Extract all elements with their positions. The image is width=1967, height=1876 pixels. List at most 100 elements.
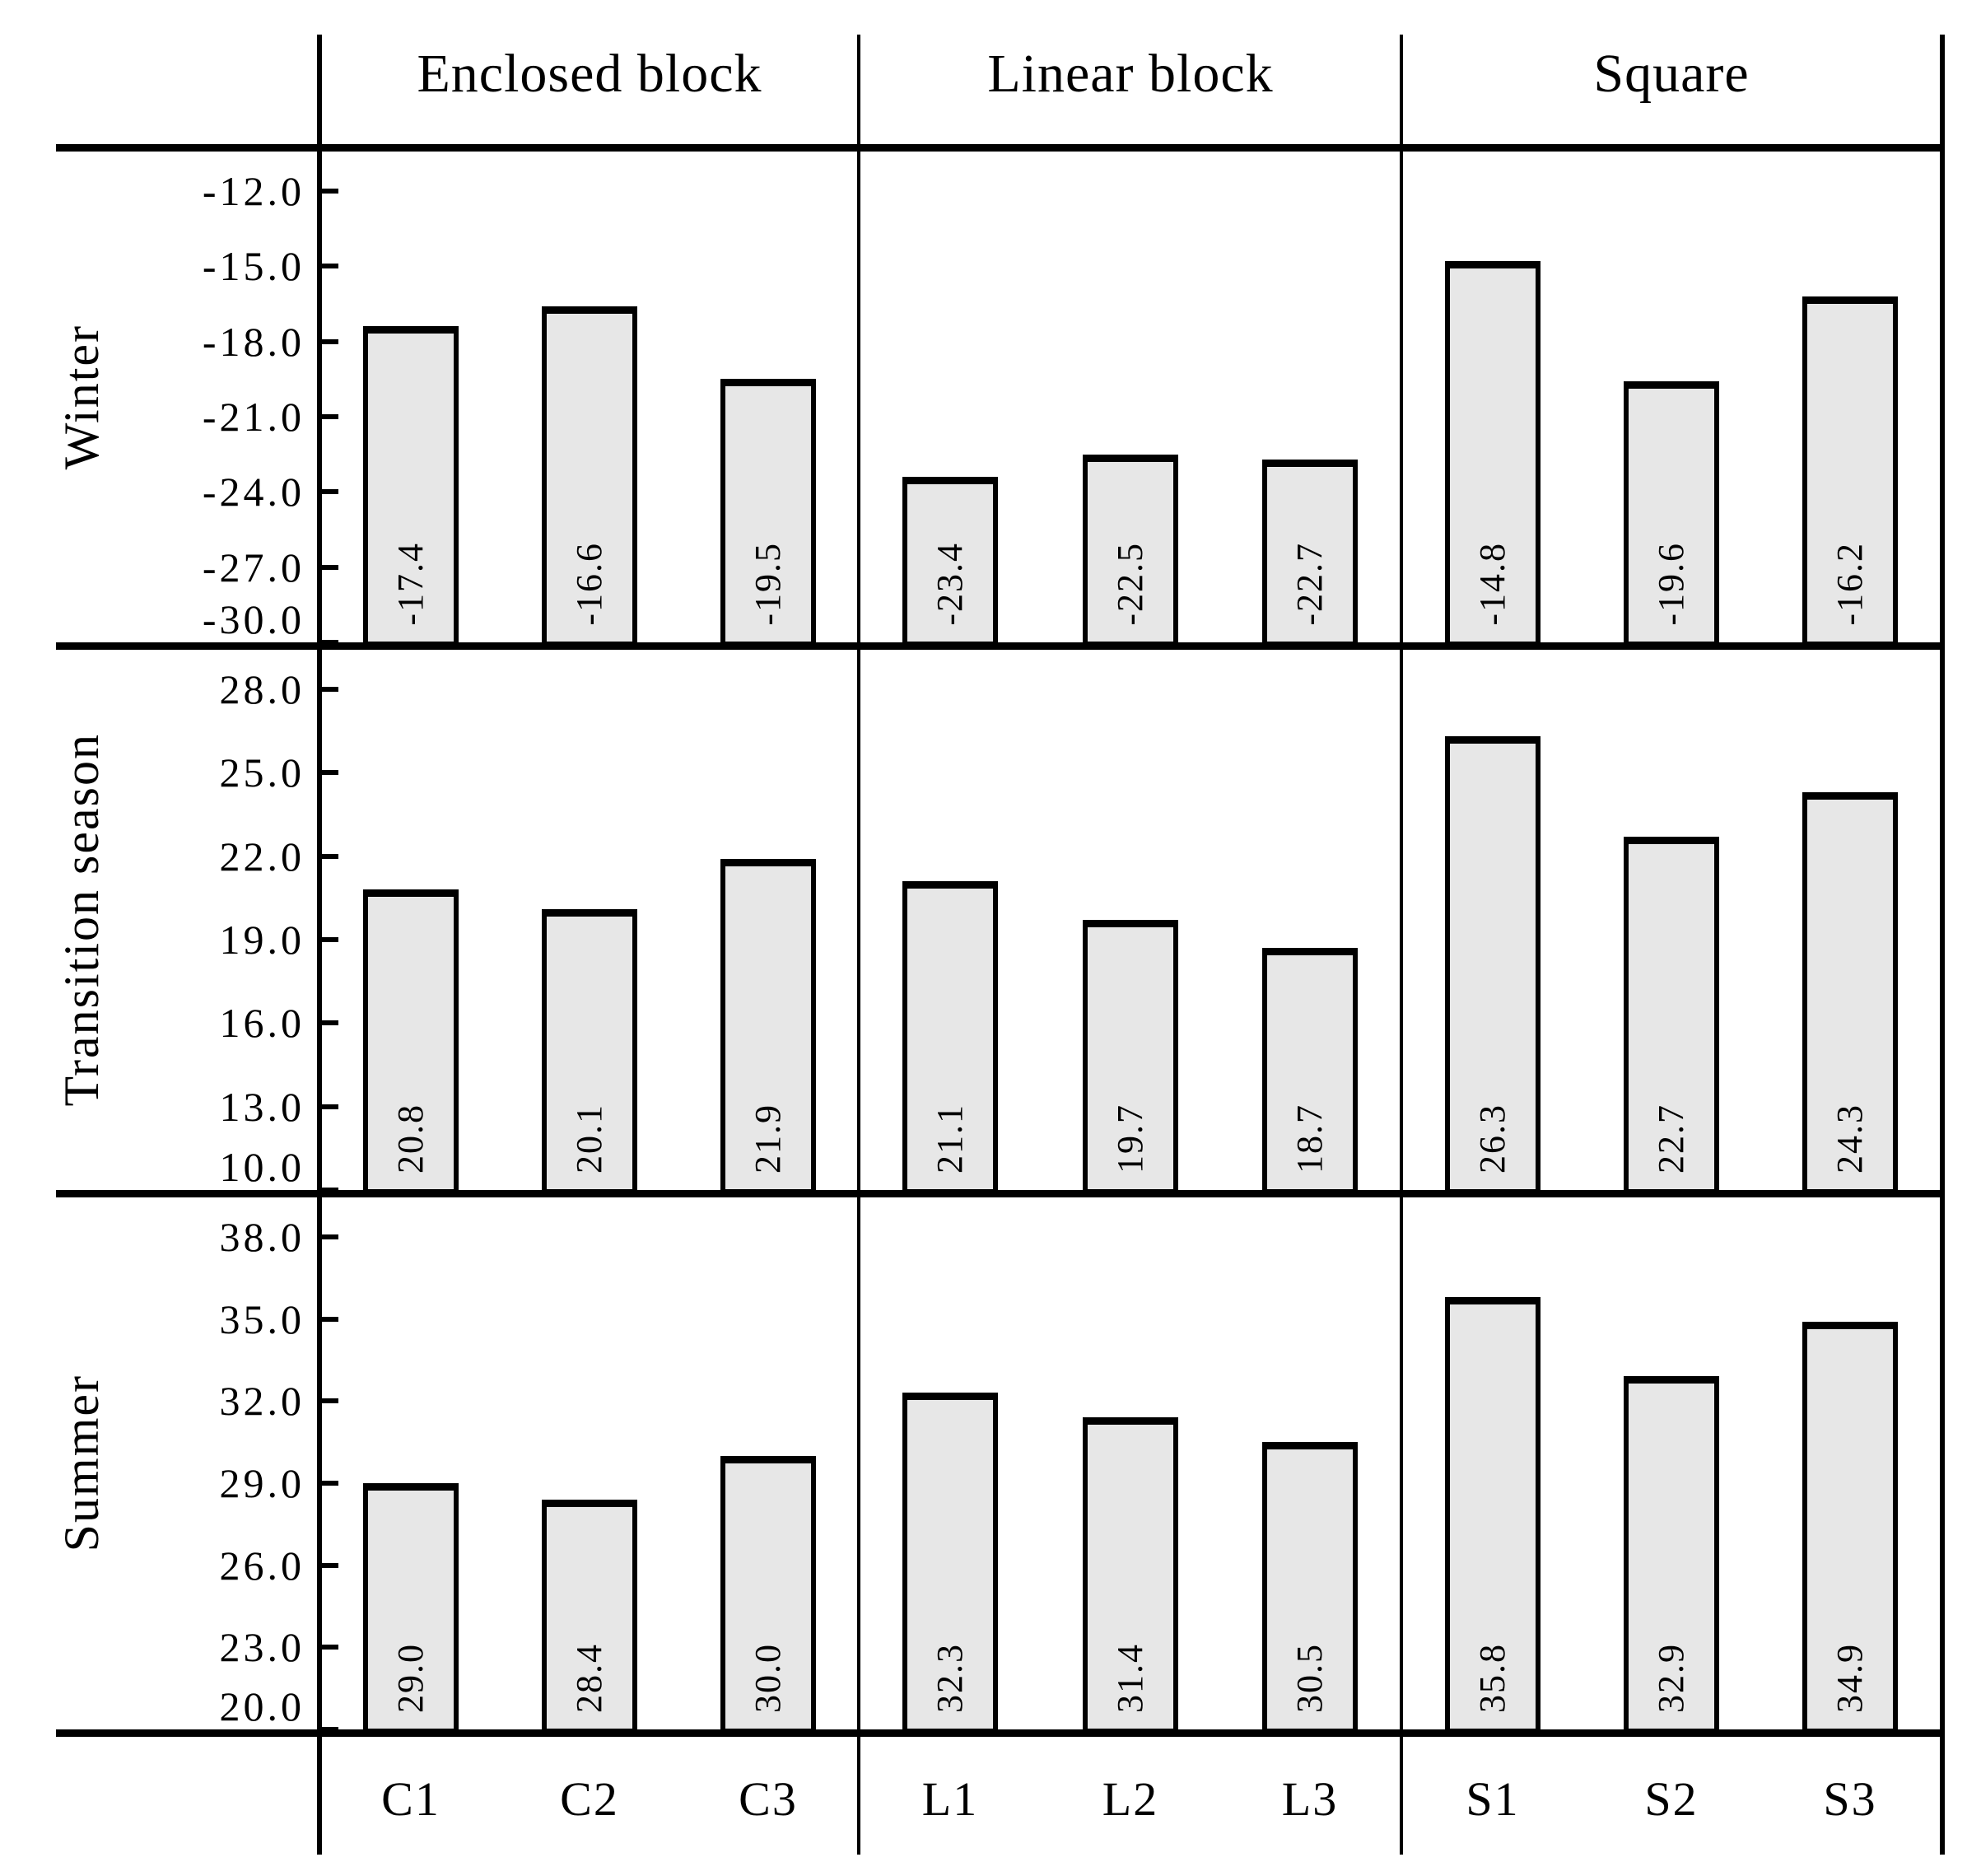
axis-tick-label: -21.0 [202,394,305,440]
bar: -19.6 [1624,381,1719,646]
bar: 32.3 [902,1393,998,1734]
bar-value-label: -19.5 [725,542,811,630]
bar-value-label-text: 22.7 [1650,1104,1691,1174]
axis-tick-mark [322,1398,338,1403]
group-separator-line [1400,35,1403,1855]
axis-tick-label: -18.0 [202,319,305,365]
axis-tick-mark [322,1104,338,1109]
bar-value-label-text: 29.0 [389,1643,431,1713]
bar-value-label-text: -14.8 [1471,542,1513,626]
group-separator-line [857,35,860,1855]
bar-value-label: -16.6 [547,542,632,630]
bar-value-label-text: 35.8 [1471,1643,1513,1713]
bar: 28.4 [542,1500,637,1734]
bar-value-label: -14.8 [1450,542,1536,630]
axis-tick-label: 38.0 [219,1214,305,1260]
bar: -16.6 [542,306,637,646]
bar-value-label-text: -22.7 [1289,542,1330,626]
category-label: L1 [921,1772,979,1826]
bar-value-label-text: 21.1 [929,1104,970,1174]
bar-value-label: 21.1 [907,1104,993,1178]
axis-tick-mark [322,937,338,942]
axis-tick-mark [322,1563,338,1568]
axis-tick-mark [322,640,338,645]
bar-value-label-text: -17.4 [389,542,431,626]
axis-tick-label: -30.0 [202,596,305,642]
bar-value-label: -22.7 [1267,542,1353,630]
panel-x-axis-line [56,1190,1945,1197]
category-label: C1 [381,1772,440,1826]
bar-value-label-text: -19.6 [1650,542,1691,626]
bar: 30.5 [1262,1442,1358,1734]
bar-value-label: 28.4 [547,1643,632,1717]
axis-tick-label: 28.0 [219,666,305,712]
bar-value-label: 30.5 [1267,1643,1353,1717]
bar: 29.0 [363,1483,459,1734]
axis-tick-mark [322,414,338,419]
axis-tick-mark [322,565,338,570]
bar: -16.2 [1802,296,1898,646]
y-axis-line [317,35,322,1855]
axis-tick-mark [322,770,338,775]
bar-value-label-text: 32.9 [1650,1643,1691,1713]
category-label: L3 [1281,1772,1339,1826]
axis-tick-label: -12.0 [202,168,305,214]
bar: 20.8 [363,889,459,1194]
bar-value-label: 20.8 [368,1104,454,1178]
bar: -22.5 [1083,455,1178,646]
axis-tick-label: 19.0 [219,917,305,963]
bar-value-label: 18.7 [1267,1104,1353,1178]
column-group-header: Enclosed block [417,44,762,104]
bar: 26.3 [1445,736,1541,1194]
bar-value-label: 24.3 [1807,1104,1893,1178]
axis-tick-label: 25.0 [219,749,305,796]
axis-tick-label: -27.0 [202,544,305,590]
bar: 19.7 [1083,920,1178,1194]
bar-value-label: -16.2 [1807,542,1893,630]
bar: 30.0 [720,1456,816,1734]
bar-value-label: 34.9 [1807,1643,1893,1717]
bar-value-label: 32.3 [907,1643,993,1717]
bar: 21.1 [902,881,998,1194]
axis-tick-mark [322,489,338,494]
bar-value-label: -23.4 [907,542,993,630]
axis-tick-mark [322,854,338,859]
category-label: C2 [560,1772,619,1826]
bar-value-label: 30.0 [725,1643,811,1717]
axis-tick-mark [322,1188,338,1192]
category-label: C3 [739,1772,798,1826]
bar-value-label: 31.4 [1088,1643,1173,1717]
panel-x-axis-line [56,1729,1945,1737]
axis-tick-mark [322,1020,338,1025]
bar: 35.8 [1445,1297,1541,1734]
column-group-header: Linear block [987,44,1274,104]
bar-value-label-text: 20.8 [389,1104,431,1174]
bar-value-label-text: 20.1 [568,1104,609,1174]
bar-value-label: 21.9 [725,1104,811,1178]
header-divider-line [56,144,1945,152]
figure-right-border-line [1940,35,1945,1855]
bar-value-label: 22.7 [1629,1104,1714,1178]
bar: 22.7 [1624,837,1719,1194]
bar-value-label: 35.8 [1450,1643,1536,1717]
axis-tick-mark [322,1727,338,1732]
category-label: L2 [1102,1772,1159,1826]
category-label: S3 [1823,1772,1877,1826]
bar-value-label-text: 32.3 [929,1643,970,1713]
bar: -19.5 [720,379,816,646]
bar-value-label-text: 21.9 [747,1104,788,1174]
bar-value-label-text: 24.3 [1829,1104,1870,1174]
column-group-header: Square [1593,44,1750,104]
axis-tick-label: 35.0 [219,1296,305,1342]
bar: 32.9 [1624,1376,1719,1734]
axis-tick-mark [322,687,338,692]
bar-value-label: 32.9 [1629,1643,1714,1717]
axis-tick-mark [322,189,338,194]
axis-tick-mark [322,1645,338,1650]
panel-x-axis-line [56,642,1945,650]
bar-value-label-text: 26.3 [1471,1104,1513,1174]
bar-value-label-text: -16.2 [1829,542,1870,626]
bar-value-label-text: 18.7 [1289,1104,1330,1174]
bar-value-label: 29.0 [368,1643,454,1717]
